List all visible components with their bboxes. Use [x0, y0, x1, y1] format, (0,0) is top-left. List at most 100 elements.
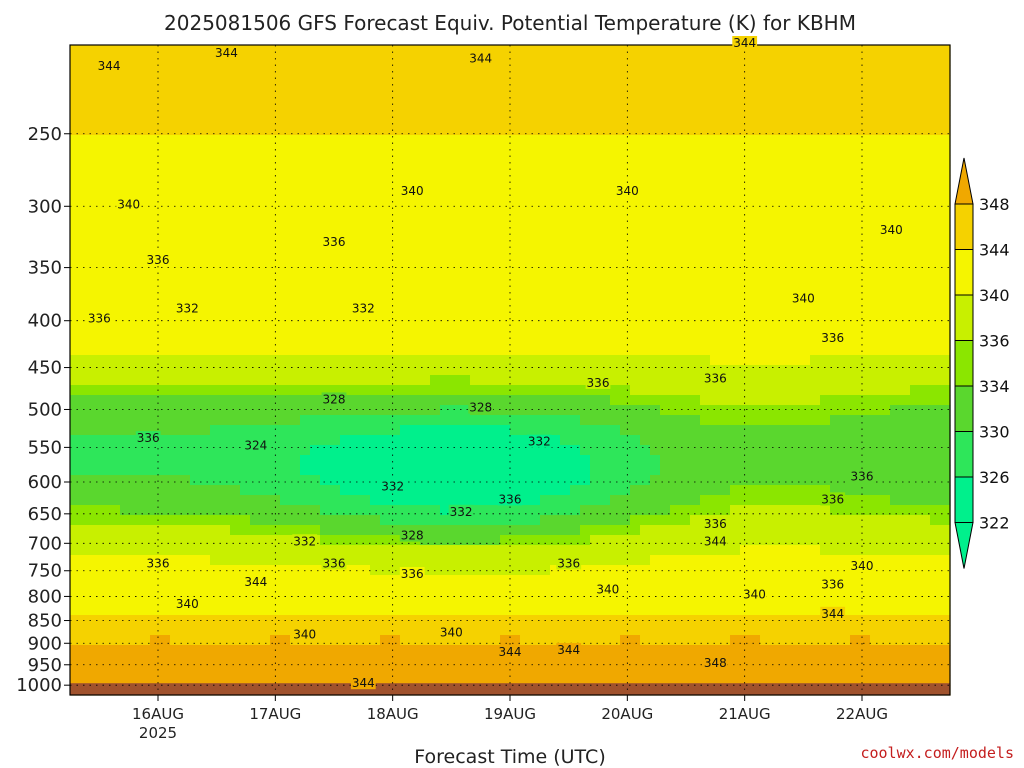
field-cell: [490, 585, 501, 596]
field-cell: [380, 185, 391, 196]
field-cell: [430, 45, 441, 56]
field-cell: [670, 505, 681, 516]
field-cell: [250, 145, 261, 156]
field-cell: [380, 265, 391, 276]
field-cell: [480, 495, 491, 506]
field-cell: [160, 195, 171, 206]
field-cell: [320, 105, 331, 116]
field-cell: [730, 155, 741, 166]
field-cell: [740, 155, 751, 166]
field-cell: [570, 625, 581, 636]
field-cell: [220, 585, 231, 596]
field-cell: [720, 455, 731, 466]
field-cell: [430, 475, 441, 486]
field-cell: [490, 425, 501, 436]
field-cell: [560, 155, 571, 166]
field-cell: [140, 355, 151, 366]
field-cell: [460, 225, 471, 236]
field-cell: [760, 375, 771, 386]
field-cell: [450, 415, 461, 426]
field-cell: [340, 215, 351, 226]
field-cell: [650, 625, 661, 636]
field-cell: [410, 455, 421, 466]
field-cell: [270, 635, 281, 646]
field-cell: [470, 625, 481, 636]
field-cell: [440, 525, 451, 536]
field-cell: [530, 445, 541, 456]
field-cell: [590, 565, 601, 576]
field-cell: [310, 195, 321, 206]
field-cell: [230, 565, 241, 576]
field-cell: [220, 105, 231, 116]
field-cell: [650, 475, 661, 486]
field-cell: [760, 205, 771, 216]
field-cell: [730, 65, 741, 76]
field-cell: [380, 545, 391, 556]
field-cell: [730, 595, 741, 606]
field-cell: [200, 145, 211, 156]
field-cell: [340, 435, 351, 446]
field-cell: [350, 215, 361, 226]
field-cell: [120, 625, 131, 636]
field-cell: [550, 195, 561, 206]
field-cell: [610, 515, 621, 526]
field-cell: [70, 265, 81, 276]
field-cell: [720, 495, 731, 506]
field-cell: [320, 215, 331, 226]
field-cell: [380, 465, 391, 476]
field-cell: [380, 305, 391, 316]
field-cell: [680, 55, 691, 66]
field-cell: [130, 535, 141, 546]
field-cell: [440, 205, 451, 216]
field-cell: [160, 105, 171, 116]
field-cell: [770, 635, 781, 646]
field-cell: [110, 165, 121, 176]
field-cell: [590, 195, 601, 206]
field-cell: [160, 95, 171, 106]
field-cell: [300, 485, 311, 496]
field-cell: [340, 445, 351, 456]
field-cell: [320, 315, 331, 326]
field-cell: [400, 155, 411, 166]
field-cell: [120, 245, 131, 256]
field-cell: [80, 645, 91, 656]
field-cell: [490, 45, 501, 56]
field-cell: [320, 465, 331, 476]
field-cell: [210, 345, 221, 356]
field-cell: [630, 615, 641, 626]
field-cell: [300, 675, 311, 686]
field-cell: [630, 435, 641, 446]
field-cell: [170, 635, 181, 646]
field-cell: [500, 135, 511, 146]
field-cell: [320, 65, 331, 76]
field-cell: [480, 575, 491, 586]
field-cell: [460, 315, 471, 326]
field-cell: [740, 565, 751, 576]
field-cell: [780, 585, 791, 596]
field-cell: [70, 205, 81, 216]
field-cell: [530, 645, 541, 656]
field-cell: [480, 425, 491, 436]
field-cell: [80, 225, 91, 236]
field-cell: [320, 55, 331, 66]
field-cell: [720, 205, 731, 216]
field-cell: [550, 485, 561, 496]
field-cell: [780, 95, 791, 106]
field-cell: [120, 105, 131, 116]
field-cell: [740, 225, 751, 236]
field-cell: [450, 555, 461, 566]
field-cell: [300, 365, 311, 376]
field-cell: [580, 605, 591, 616]
field-cell: [640, 585, 651, 596]
field-cell: [600, 165, 611, 176]
field-cell: [580, 595, 591, 606]
field-cell: [280, 55, 291, 66]
field-cell: [120, 135, 131, 146]
field-cell: [230, 65, 241, 76]
field-cell: [770, 515, 781, 526]
field-cell: [420, 425, 431, 436]
field-cell: [70, 175, 81, 186]
field-cell: [340, 295, 351, 306]
field-cell: [340, 575, 351, 586]
field-cell: [420, 645, 431, 656]
